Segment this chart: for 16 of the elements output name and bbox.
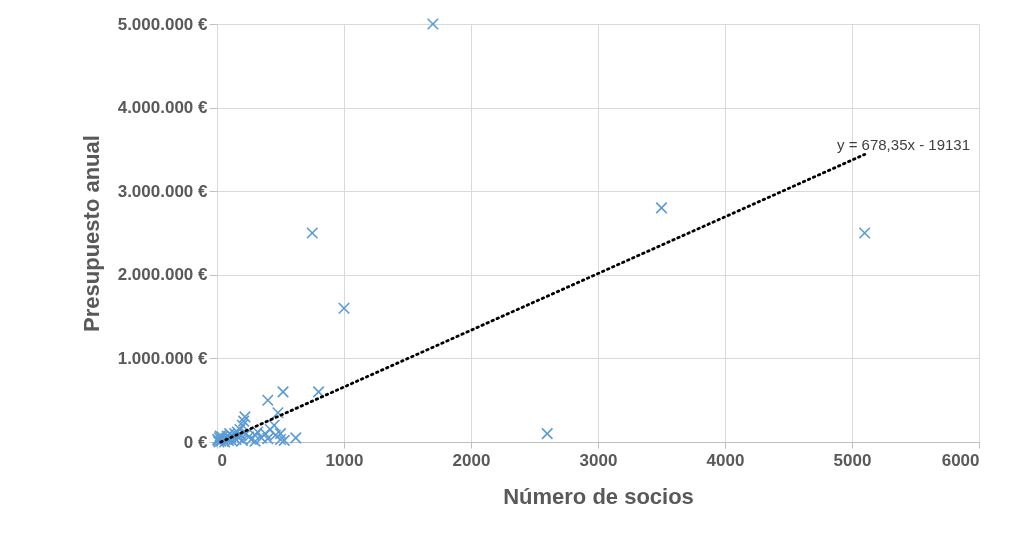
x-axis-title: Número de socios	[503, 483, 694, 509]
y-tick-label: 2.000.000 €	[117, 265, 209, 285]
x-tick-label: 3000	[579, 450, 618, 470]
y-tick-label: 3.000.000 €	[117, 181, 209, 201]
y-tick-label: 4.000.000 €	[117, 98, 209, 118]
x-tick-label: 4000	[706, 450, 745, 470]
x-tick-label: 2000	[452, 450, 491, 470]
y-tick-label: 0 €	[183, 432, 209, 452]
x-tick-label: 1000	[325, 450, 364, 470]
x-tick-label: 5000	[833, 450, 872, 470]
y-axis-title: Presupuesto anual	[78, 135, 104, 332]
annotation: y = 678,35x - 19131	[837, 136, 971, 153]
y-tick-label: 5.000.000 €	[117, 14, 209, 34]
y-tick-label: 1.000.000 €	[117, 348, 209, 368]
x-tick-label: 6000	[941, 450, 980, 470]
x-tick-label: 0	[217, 450, 227, 470]
